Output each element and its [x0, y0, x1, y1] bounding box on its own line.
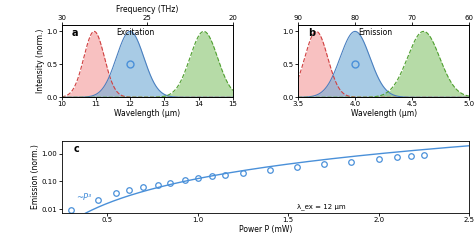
Text: λ_ex = 12 μm: λ_ex = 12 μm: [297, 203, 346, 210]
Text: c: c: [74, 144, 80, 155]
X-axis label: Wavelength (μm): Wavelength (μm): [114, 109, 180, 118]
X-axis label: Frequency (THz): Frequency (THz): [116, 5, 178, 14]
Y-axis label: Emission (norm.): Emission (norm.): [31, 145, 40, 210]
X-axis label: Wavelength (μm): Wavelength (μm): [351, 109, 417, 118]
Text: Emission: Emission: [358, 29, 392, 37]
X-axis label: Power P (mW): Power P (mW): [239, 225, 292, 234]
Text: ~P³: ~P³: [76, 193, 91, 202]
Text: b: b: [308, 29, 315, 38]
Text: Excitation: Excitation: [117, 29, 155, 37]
Y-axis label: Intensity (norm.): Intensity (norm.): [36, 29, 45, 93]
Text: a: a: [72, 29, 78, 38]
